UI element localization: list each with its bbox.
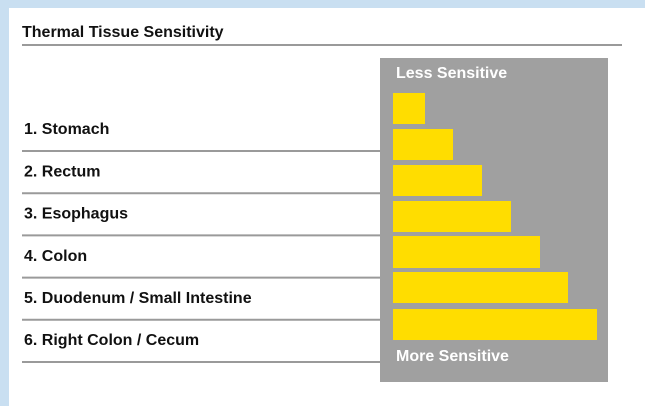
bar xyxy=(393,309,597,340)
scale-top: Less Sensitive xyxy=(396,65,507,82)
item-label: 4. Colon xyxy=(24,248,87,265)
title: Thermal Tissue Sensitivity xyxy=(22,24,224,41)
item-label: 3. Esophagus xyxy=(24,206,128,223)
item-label: 5. Duodenum / Small Intestine xyxy=(24,290,252,307)
item-label: 1. Stomach xyxy=(24,121,109,138)
item-list: 1. Stomach 2. Rectum 3. Esophagus 4. Colon 5… xyxy=(22,121,380,363)
bar xyxy=(393,201,511,232)
scale-bottom: More Sensitive xyxy=(396,348,509,365)
bar xyxy=(393,93,425,124)
item-label: 6. Right Colon / Cecum xyxy=(24,332,199,349)
bar xyxy=(393,165,482,196)
bar xyxy=(393,129,453,160)
item-label: 2. Rectum xyxy=(24,163,100,180)
bar xyxy=(393,272,568,303)
bar xyxy=(393,236,540,268)
